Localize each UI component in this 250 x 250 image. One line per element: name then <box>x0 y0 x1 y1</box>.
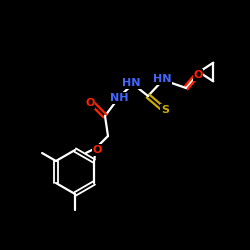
Text: HN: HN <box>122 78 140 88</box>
Text: HN: HN <box>153 74 171 84</box>
Text: O: O <box>92 145 102 155</box>
Text: NH: NH <box>110 93 128 103</box>
Text: O: O <box>193 70 203 80</box>
Text: S: S <box>161 105 169 115</box>
Text: O: O <box>85 98 95 108</box>
